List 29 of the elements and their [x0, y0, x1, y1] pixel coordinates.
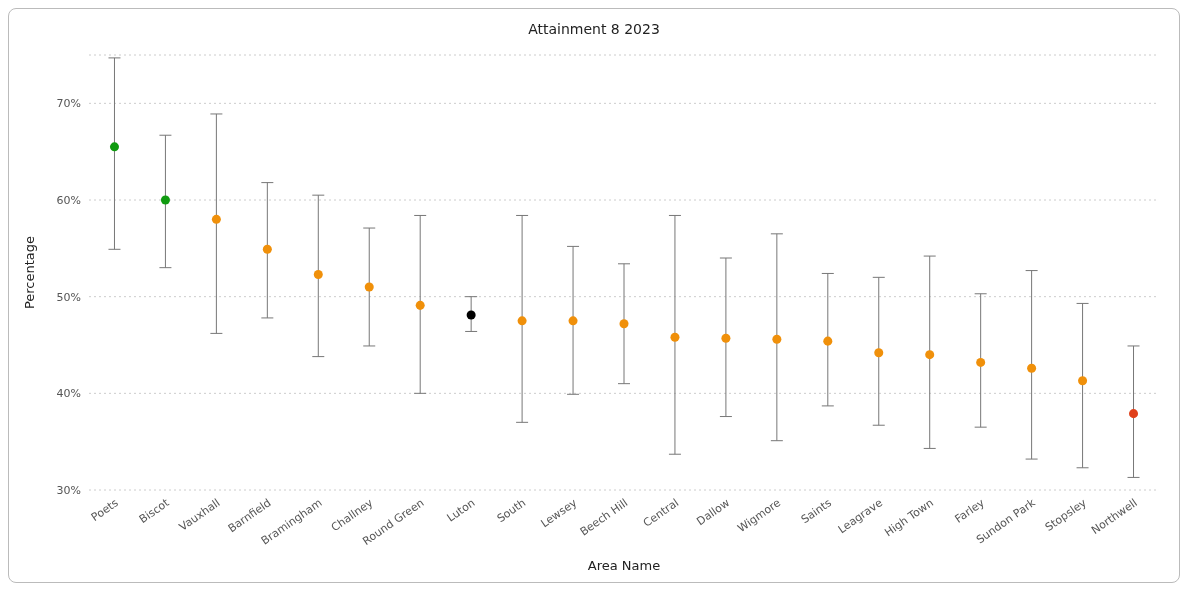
point: [976, 357, 986, 367]
y-tick-label: 40%: [56, 387, 81, 401]
point: [568, 316, 578, 326]
y-tick-label: 50%: [56, 290, 81, 304]
point: [1027, 363, 1037, 373]
point: [211, 214, 221, 224]
point: [823, 336, 833, 346]
point: [364, 282, 374, 292]
point: [109, 142, 119, 152]
point: [721, 333, 731, 343]
y-axis-title: Percentage: [21, 235, 37, 310]
x-axis-title: Area Name: [587, 558, 661, 573]
point: [874, 348, 884, 358]
point: [1078, 376, 1088, 386]
point: [415, 300, 425, 310]
point: [619, 319, 629, 329]
y-tick-label: 70%: [56, 97, 81, 111]
y-tick-label: 30%: [56, 483, 81, 497]
chart-title: Attainment 8 2023: [527, 20, 661, 39]
point: [313, 269, 323, 279]
point: [262, 244, 272, 254]
point: [670, 332, 680, 342]
point: [772, 334, 782, 344]
point: [1129, 409, 1139, 419]
point: [517, 316, 527, 326]
point: [160, 195, 170, 205]
point: [466, 310, 476, 320]
point: [925, 350, 935, 360]
y-tick-label: 60%: [56, 193, 81, 207]
